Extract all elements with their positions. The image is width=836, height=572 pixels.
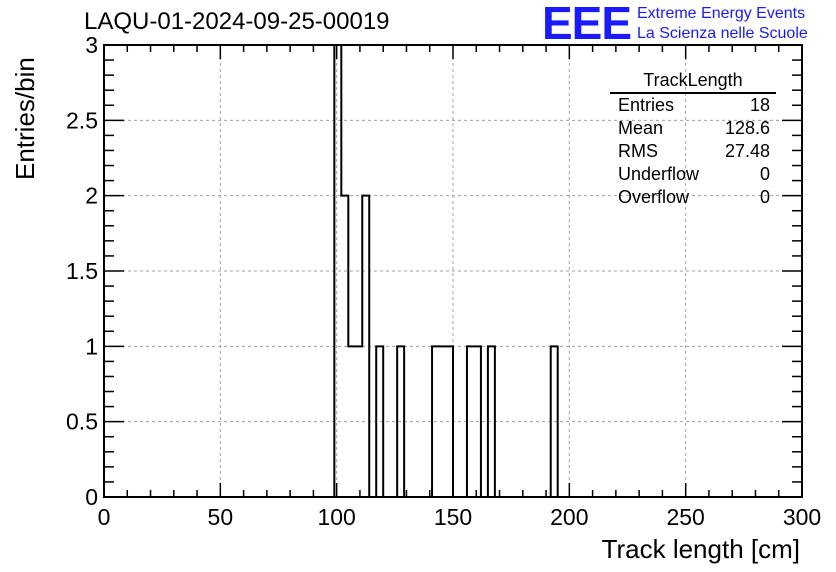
y-axis-label-wrap: Entries/bin [8, 40, 40, 200]
x-tick-label: 0 [98, 504, 111, 530]
histogram-bin [355, 346, 362, 497]
eee-logo: EEE [542, 0, 632, 49]
stats-title: TrackLength [610, 69, 776, 94]
x-tick-label: 300 [783, 504, 821, 530]
x-tick-label: 200 [550, 504, 588, 530]
stats-label: Mean [618, 118, 664, 138]
stats-row: RMS 27.48 [610, 140, 776, 163]
stats-rows: Entries 18 Mean 128.6 RMS 27.48 Underflow 0 Over… [610, 94, 776, 209]
logo-text-line2: La Scienza nelle Scuole [637, 25, 808, 42]
histogram-bin [439, 346, 446, 497]
x-tick-label: 100 [317, 504, 355, 530]
y-tick-label: 2 [85, 183, 98, 209]
y-tick-label: 0 [85, 484, 98, 510]
histogram-bin [362, 196, 369, 497]
logo-text-line1: Extreme Energy Events [637, 5, 806, 22]
y-axis-label: Entries/bin [10, 57, 40, 180]
stats-row: Entries 18 [610, 94, 776, 117]
histogram-bin [348, 346, 355, 497]
stats-value: 128.6 [724, 118, 770, 138]
histogram-bin [551, 346, 558, 497]
stats-box: TrackLength Entries 18 Mean 128.6 RMS 27.48 Un… [610, 69, 776, 209]
x-tick-label: 150 [434, 504, 472, 530]
histogram-bin [432, 346, 439, 497]
stats-row: Mean 128.6 [610, 117, 776, 140]
stats-label: Overflow [618, 187, 690, 207]
y-tick-label: 3 [85, 32, 98, 58]
stats-row: Underflow 0 [610, 163, 776, 186]
histogram-bin [334, 45, 341, 497]
histogram-bin [474, 346, 481, 497]
chart-title: LAQU-01-2024-09-25-00019 [84, 8, 390, 35]
x-tick-label: 50 [208, 504, 234, 530]
y-tick-label: 2.5 [66, 107, 98, 133]
stats-row: Overflow 0 [610, 186, 776, 209]
x-tick-label: 250 [666, 504, 704, 530]
histogram-bin [397, 346, 404, 497]
histogram-bin [341, 196, 348, 497]
y-tick-label: 1 [85, 333, 98, 359]
stats-label: Entries [618, 95, 675, 115]
y-tick-label: 0.5 [66, 409, 98, 435]
y-tick-label: 1.5 [66, 258, 98, 284]
stats-value: 18 [749, 95, 770, 115]
histogram-bin [376, 346, 383, 497]
stats-value: 0 [759, 164, 770, 184]
stats-label: RMS [618, 141, 658, 161]
histogram-bin [446, 346, 453, 497]
stats-value: 0 [759, 187, 770, 207]
stats-label: Underflow [618, 164, 700, 184]
stats-value: 27.48 [724, 141, 770, 161]
histogram-bin [488, 346, 495, 497]
x-axis-label: Track length [cm] [601, 534, 800, 564]
histogram-bin [467, 346, 474, 497]
